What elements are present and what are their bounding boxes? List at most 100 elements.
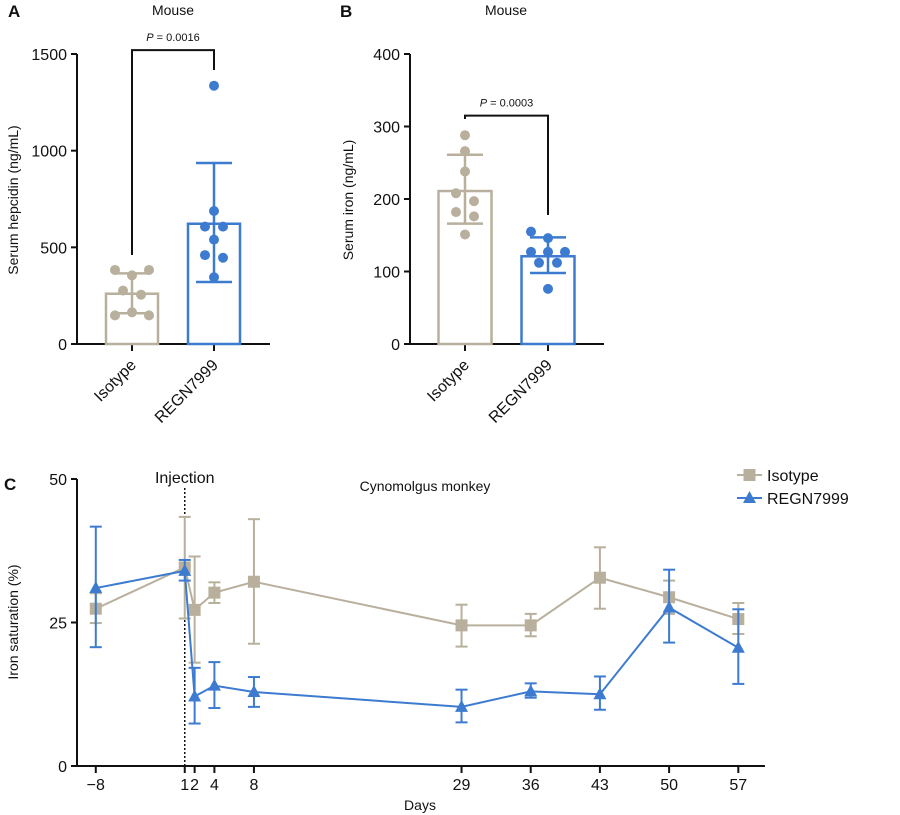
legend-square-icon	[743, 469, 756, 481]
significance-bracket	[131, 49, 215, 255]
data-point	[247, 575, 260, 588]
data-point	[460, 166, 470, 177]
data-point	[207, 678, 221, 691]
x-tick-label: REGN7999	[152, 357, 222, 427]
data-point	[110, 310, 120, 321]
y-tick-label: 1000	[31, 144, 67, 161]
data-point	[526, 246, 536, 257]
series-line	[95, 565, 739, 627]
data-point	[209, 234, 219, 245]
data-point	[534, 257, 544, 268]
y-tick-label: 0	[58, 759, 67, 776]
data-point	[460, 130, 470, 141]
data-point	[136, 289, 146, 300]
x-axis-label: Days	[404, 797, 436, 813]
y-tick-label: 0	[58, 337, 67, 354]
y-axis-label: Iron saturation (%)	[5, 564, 21, 679]
data-point	[144, 310, 154, 321]
injection-label: Injection	[155, 470, 215, 487]
data-point	[469, 211, 479, 222]
panel-label: A	[8, 2, 20, 21]
x-tick-label: 4	[210, 777, 219, 794]
panel-label: C	[4, 475, 16, 494]
data-point	[110, 264, 120, 275]
data-point	[144, 264, 154, 275]
y-axis-label: Serum iron (ng/mL)	[340, 140, 356, 261]
x-tick-label: 57	[729, 777, 747, 794]
data-point	[188, 603, 201, 616]
series-isotype	[89, 515, 745, 664]
legend-item-regn7999: REGN7999	[737, 491, 849, 508]
p-value-label: P = 0.0016	[146, 32, 200, 44]
data-point	[218, 252, 228, 263]
x-tick-label: 8	[249, 777, 258, 794]
series-regn7999	[89, 525, 745, 725]
data-point	[543, 246, 553, 257]
data-point	[89, 581, 103, 594]
legend-item-isotype: Isotype	[737, 468, 819, 485]
data-point	[118, 285, 128, 296]
data-point	[209, 272, 219, 283]
chart-title: Mouse	[485, 2, 527, 18]
x-tick-label: 1	[180, 777, 189, 794]
chart-title: Cynomolgus monkey	[360, 478, 491, 494]
data-point	[560, 246, 570, 257]
data-point	[247, 684, 261, 697]
data-point	[208, 586, 221, 599]
x-tick-label: 2	[190, 777, 199, 794]
y-tick-label: 400	[373, 47, 400, 64]
data-point	[460, 229, 470, 240]
data-point	[218, 221, 228, 232]
y-tick-label: 25	[49, 616, 67, 633]
data-point	[543, 233, 553, 244]
x-tick-label: 29	[453, 777, 471, 794]
y-tick-label: 300	[373, 120, 400, 137]
data-point	[552, 257, 562, 268]
data-point	[526, 226, 536, 237]
data-point	[200, 221, 210, 232]
data-point	[469, 196, 479, 207]
chart-title: Mouse	[152, 2, 194, 18]
data-point	[455, 699, 469, 712]
x-tick-label: 50	[660, 777, 678, 794]
panel-a: A Mouse 0 500 1000 1500 Serum hepcidin (ng/mL)…	[5, 2, 270, 427]
legend-label: REGN7999	[767, 491, 849, 508]
data-point	[593, 571, 606, 584]
data-point	[524, 684, 538, 697]
legend-triangle-icon	[743, 491, 756, 503]
y-tick-label: 100	[373, 265, 400, 282]
data-point	[178, 563, 192, 576]
data-point	[455, 619, 468, 632]
data-point	[209, 80, 219, 91]
x-tick-label: 43	[591, 777, 609, 794]
y-tick-label: 500	[40, 240, 67, 257]
y-tick-label: 200	[373, 192, 400, 209]
data-point	[188, 689, 202, 702]
panel-c: C Cynomolgus monkey 0 25 50 −8 1 2 4 8 29 36 43 50 57 D…	[4, 468, 849, 813]
data-point	[662, 600, 676, 613]
p-value-label: P = 0.0003	[480, 98, 534, 110]
data-point	[127, 270, 137, 281]
x-tick-label: −8	[87, 777, 105, 794]
x-tick-label: REGN7999	[486, 357, 556, 427]
significance-bracket	[464, 114, 549, 215]
data-point	[460, 146, 470, 157]
y-axis-label: Serum hepcidin (ng/mL)	[5, 125, 21, 274]
data-point	[524, 619, 537, 632]
data-point	[593, 687, 607, 700]
data-point	[200, 250, 210, 261]
data-point	[731, 640, 745, 653]
panel-label: B	[340, 2, 352, 21]
data-point	[451, 188, 461, 199]
y-tick-label: 50	[49, 472, 67, 489]
y-tick-label: 0	[391, 337, 400, 354]
x-tick-label: Isotype	[91, 357, 140, 406]
panel-b: B Mouse 0 100 200 300 400 Serum iron (ng/mL) Iso…	[340, 2, 604, 427]
y-tick-label: 1500	[31, 47, 67, 64]
series-line	[95, 569, 739, 708]
data-point	[127, 307, 137, 318]
x-tick-label: Isotype	[424, 357, 473, 406]
data-point	[209, 205, 219, 216]
data-point	[451, 207, 461, 218]
